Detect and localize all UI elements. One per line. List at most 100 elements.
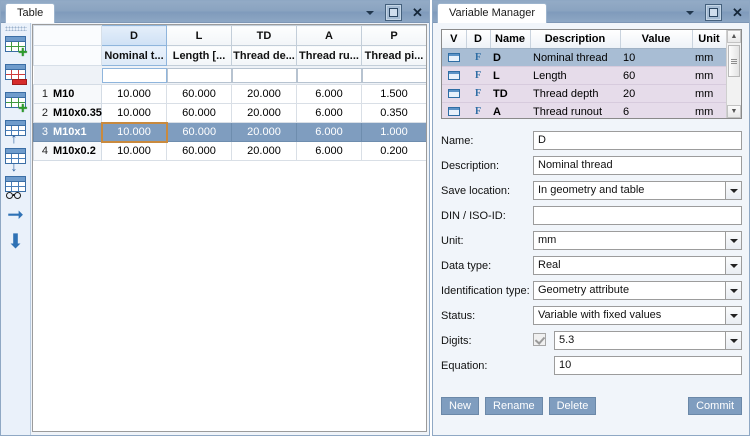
- digits-select[interactable]: 5.3: [554, 331, 742, 350]
- column-header-description[interactable]: Description: [530, 30, 621, 49]
- apply-down-arrow-icon[interactable]: ⬇: [7, 231, 24, 253]
- identification-type-select[interactable]: Geometry attribute: [533, 281, 742, 300]
- column-subheader-L[interactable]: Length [...: [166, 45, 232, 66]
- scroll-down-icon[interactable]: ▼: [727, 105, 741, 118]
- status-select[interactable]: Variable with fixed values: [533, 306, 742, 325]
- add-column-icon[interactable]: +: [3, 90, 29, 117]
- cell-TD[interactable]: 20.000: [231, 141, 297, 161]
- tab-variable-manager[interactable]: Variable Manager: [437, 3, 548, 23]
- toolbar-grip[interactable]: [4, 26, 27, 31]
- save-location-select[interactable]: In geometry and table: [533, 181, 742, 200]
- variable-row[interactable]: F TD Thread depth 20 mm: [442, 84, 726, 103]
- row-header[interactable]: 1 M10: [33, 84, 102, 104]
- equation-input[interactable]: 10: [554, 356, 742, 375]
- column-subheader-P[interactable]: Thread pi...: [361, 45, 426, 66]
- variable-row[interactable]: F L Length 60 mm: [442, 66, 726, 85]
- row-header[interactable]: 4 M10x0.2: [33, 141, 102, 161]
- filter-cell-A[interactable]: [296, 65, 362, 85]
- new-button[interactable]: New: [441, 397, 480, 415]
- column-header-unit[interactable]: Unit: [692, 30, 726, 49]
- formula-icon[interactable]: F: [466, 48, 490, 67]
- chevron-down-icon[interactable]: [725, 181, 742, 200]
- formula-icon[interactable]: F: [466, 102, 490, 118]
- menu-caret-icon[interactable]: [362, 5, 377, 20]
- table-link-icon[interactable]: [442, 84, 466, 103]
- delete-button[interactable]: Delete: [548, 397, 597, 415]
- add-row-icon[interactable]: +: [3, 34, 29, 61]
- cell-TD[interactable]: 20.000: [231, 84, 297, 104]
- table-row[interactable]: 4 M10x0.2 10.000 60.000 20.000 6.000 0.20…: [33, 141, 426, 161]
- filter-input-P[interactable]: [361, 67, 426, 83]
- table-link-icon[interactable]: [442, 48, 466, 67]
- formula-icon[interactable]: F: [466, 66, 490, 85]
- cell-D[interactable]: 10.000: [101, 84, 167, 104]
- cell-A[interactable]: 6.000: [296, 141, 362, 161]
- close-icon[interactable]: ✕: [412, 5, 423, 20]
- column-header-D[interactable]: D: [101, 25, 167, 46]
- cell-L[interactable]: 60.000: [166, 141, 232, 161]
- column-header-TD[interactable]: TD: [231, 25, 297, 46]
- chevron-down-icon[interactable]: [725, 256, 742, 275]
- filter-input-A[interactable]: [296, 67, 362, 83]
- unit-select[interactable]: mm: [533, 231, 742, 250]
- variable-row[interactable]: F A Thread runout 6 mm: [442, 102, 726, 118]
- filter-input-D[interactable]: [101, 67, 167, 83]
- table-row[interactable]: 1 M10 10.000 60.000 20.000 6.000 1.500: [33, 84, 426, 104]
- digits-checkbox[interactable]: [533, 333, 546, 346]
- delete-row-icon[interactable]: [3, 62, 29, 88]
- table-row-selected[interactable]: 3 M10x1 10.000 60.000 20.000 6.000 1.000: [33, 121, 426, 143]
- close-icon[interactable]: ✕: [732, 5, 743, 20]
- row-header[interactable]: 2 M10x0.35: [33, 103, 102, 123]
- filter-cell-L[interactable]: [166, 65, 232, 85]
- column-header-d[interactable]: D: [466, 30, 491, 49]
- column-header-P[interactable]: P: [361, 25, 426, 46]
- menu-caret-icon[interactable]: [682, 5, 697, 20]
- data-type-select[interactable]: Real: [533, 256, 742, 275]
- cell-P[interactable]: 0.200: [361, 141, 426, 161]
- row-header[interactable]: 3 M10x1: [33, 122, 102, 142]
- maximize-icon[interactable]: [385, 4, 402, 21]
- cell-A[interactable]: 6.000: [296, 103, 362, 123]
- description-input[interactable]: Nominal thread: [533, 156, 742, 175]
- column-subheader-A[interactable]: Thread ru...: [296, 45, 362, 66]
- chevron-down-icon[interactable]: [725, 281, 742, 300]
- variables-table-scrollbar[interactable]: ▲ ▼: [726, 30, 741, 118]
- move-row-up-icon[interactable]: ↑: [3, 118, 29, 145]
- scroll-thumb[interactable]: [728, 45, 740, 77]
- cell-A[interactable]: 6.000: [296, 122, 362, 142]
- formula-icon[interactable]: F: [466, 84, 490, 103]
- chevron-down-icon[interactable]: [725, 306, 742, 325]
- cell-A[interactable]: 6.000: [296, 84, 362, 104]
- table-row[interactable]: 2 M10x0.35 10.000 60.000 20.000 6.000 0.3…: [33, 103, 426, 123]
- cell-L[interactable]: 60.000: [166, 103, 232, 123]
- chevron-down-icon[interactable]: [725, 331, 742, 350]
- preview-table-icon[interactable]: [3, 174, 29, 200]
- column-subheader-D[interactable]: Nominal t...: [101, 45, 167, 66]
- filter-cell-TD[interactable]: [231, 65, 297, 85]
- name-input[interactable]: D: [533, 131, 742, 150]
- cell-D[interactable]: 10.000: [101, 103, 167, 123]
- chevron-down-icon[interactable]: [725, 231, 742, 250]
- scroll-up-icon[interactable]: ▲: [727, 30, 741, 43]
- filter-cell-D[interactable]: [101, 65, 167, 85]
- cell-D[interactable]: 10.000: [101, 141, 167, 161]
- table-link-icon[interactable]: [442, 66, 466, 85]
- column-subheader-TD[interactable]: Thread de...: [231, 45, 297, 66]
- column-header-L[interactable]: L: [166, 25, 232, 46]
- din-iso-id-input[interactable]: [533, 206, 742, 225]
- variable-row-selected[interactable]: F D Nominal thread 10 mm: [442, 48, 726, 67]
- column-header-v[interactable]: V: [442, 30, 467, 49]
- filter-cell-P[interactable]: [361, 65, 426, 85]
- cell-D[interactable]: 10.000: [100, 121, 168, 143]
- filter-input-TD[interactable]: [231, 67, 297, 83]
- column-header-A[interactable]: A: [296, 25, 362, 46]
- cell-L[interactable]: 60.000: [166, 84, 232, 104]
- move-row-down-icon[interactable]: ↓: [3, 146, 29, 173]
- commit-button[interactable]: Commit: [688, 397, 742, 415]
- cell-L[interactable]: 60.000: [166, 122, 232, 142]
- table-link-icon[interactable]: [442, 102, 466, 118]
- cell-P[interactable]: 1.000: [361, 122, 426, 142]
- apply-right-arrow-icon[interactable]: ➞: [7, 204, 24, 226]
- filter-input-L[interactable]: [166, 67, 232, 83]
- cell-TD[interactable]: 20.000: [231, 122, 297, 142]
